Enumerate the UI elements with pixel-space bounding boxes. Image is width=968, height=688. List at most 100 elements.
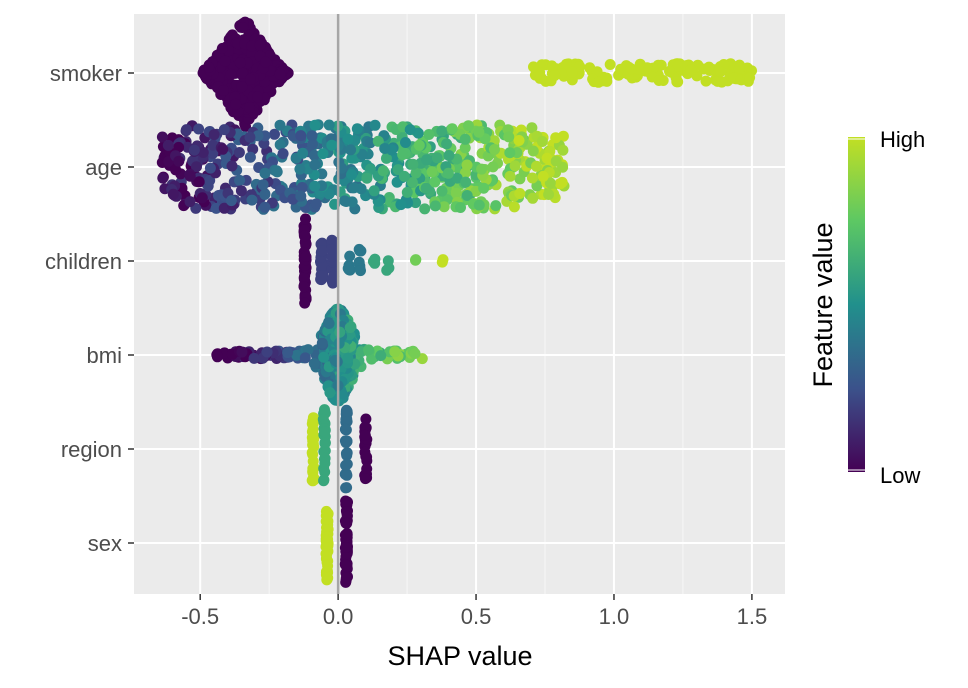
smoker-shap-point xyxy=(604,59,616,70)
age-shap-point xyxy=(443,150,455,161)
children-shap-point xyxy=(410,254,421,266)
legend-title: Feature value xyxy=(808,222,838,387)
age-shap-point xyxy=(420,182,432,194)
age-shap-point xyxy=(259,167,271,179)
age-shap-point xyxy=(207,139,219,151)
y-tick-label: children xyxy=(45,249,122,274)
children-shap-point xyxy=(369,257,381,269)
smoker-shap-point xyxy=(672,60,684,72)
age-shap-point xyxy=(531,160,542,172)
age-shap-point xyxy=(377,165,389,177)
children-shap-point xyxy=(300,213,311,225)
age-shap-point xyxy=(395,199,407,211)
children-shap-point xyxy=(355,265,366,277)
bmi-shap-point xyxy=(316,337,328,349)
age-shap-point xyxy=(274,139,286,151)
bmi-shap-point xyxy=(248,352,260,364)
age-shap-point xyxy=(259,189,271,200)
age-shap-point xyxy=(218,124,230,136)
age-shap-point xyxy=(504,147,516,159)
smoker-shap-point xyxy=(744,72,756,84)
smoker-shap-point xyxy=(715,66,727,78)
x-tick-label: 1.0 xyxy=(599,604,630,629)
age-shap-point xyxy=(544,177,556,189)
age-shap-point xyxy=(438,201,450,213)
age-shap-point xyxy=(401,186,413,198)
smoker-shap-point xyxy=(560,58,572,70)
age-shap-point xyxy=(503,131,515,143)
y-tick-label: region xyxy=(61,437,122,462)
children-shap-point xyxy=(326,274,338,286)
age-shap-point xyxy=(527,192,539,204)
age-shap-point xyxy=(204,175,216,186)
bmi-shap-point xyxy=(261,346,273,358)
age-shap-point xyxy=(191,161,202,173)
age-shap-point xyxy=(361,172,373,184)
age-shap-point xyxy=(210,202,222,214)
bmi-shap-point xyxy=(282,347,294,359)
age-shap-point xyxy=(217,143,229,155)
legend-low-label: Low xyxy=(880,463,920,488)
age-shap-point xyxy=(476,163,488,175)
age-shap-point xyxy=(306,130,318,142)
children-shap-point xyxy=(344,250,356,262)
smoker-shap-point xyxy=(244,102,255,114)
age-shap-point xyxy=(269,128,280,140)
age-shap-point xyxy=(526,122,538,134)
region-shap-point xyxy=(307,475,319,487)
sex-shap-point xyxy=(340,572,352,584)
smoker-shap-point xyxy=(237,22,249,33)
age-shap-point xyxy=(207,148,219,159)
region-shap-point xyxy=(360,451,372,462)
children-shap-point xyxy=(355,245,367,257)
age-shap-point xyxy=(173,155,185,167)
age-shap-point xyxy=(234,174,246,186)
smoker-shap-point xyxy=(216,42,228,54)
age-shap-point xyxy=(429,176,441,188)
age-shap-point xyxy=(459,133,471,145)
smoker-shap-point xyxy=(246,40,258,52)
smoker-shap-point xyxy=(234,57,246,69)
age-shap-point xyxy=(436,125,448,137)
sex-shap-point xyxy=(322,560,334,572)
age-shap-point xyxy=(295,190,307,202)
bmi-shap-point xyxy=(211,351,223,363)
age-shap-point xyxy=(513,135,525,146)
children-shap-point xyxy=(326,243,338,255)
age-shap-point xyxy=(527,145,539,157)
children-shap-point xyxy=(437,254,449,266)
color-legend: Feature value High Low xyxy=(808,127,925,488)
x-axis-title: SHAP value xyxy=(387,641,532,671)
age-shap-point xyxy=(450,187,462,199)
age-shap-point xyxy=(226,160,238,172)
x-tick-label: 1.5 xyxy=(737,604,768,629)
age-shap-point xyxy=(550,132,562,144)
age-shap-point xyxy=(346,152,358,164)
age-shap-point xyxy=(554,178,566,190)
age-shap-point xyxy=(459,142,471,154)
region-shap-point xyxy=(319,426,331,438)
age-shap-point xyxy=(514,188,526,199)
age-shap-point xyxy=(487,161,499,173)
smoker-shap-point xyxy=(236,81,248,93)
age-shap-point xyxy=(398,170,410,182)
age-shap-point xyxy=(351,123,363,135)
smoker-shap-point xyxy=(592,76,604,88)
age-shap-point xyxy=(297,147,309,159)
age-shap-point xyxy=(309,180,321,192)
age-shap-point xyxy=(526,172,538,184)
smoker-shap-point xyxy=(254,39,266,51)
age-shap-point xyxy=(193,176,205,188)
smoker-shap-point xyxy=(225,68,237,80)
age-shap-point xyxy=(441,138,453,150)
region-shap-point xyxy=(341,405,353,417)
age-shap-point xyxy=(197,147,209,158)
age-shap-point xyxy=(368,185,380,197)
age-shap-point xyxy=(170,164,182,176)
smoker-shap-point xyxy=(671,76,683,88)
age-shap-point xyxy=(442,167,454,179)
age-shap-point xyxy=(246,194,258,206)
region-shap-point xyxy=(341,435,353,447)
age-shap-point xyxy=(323,188,335,200)
